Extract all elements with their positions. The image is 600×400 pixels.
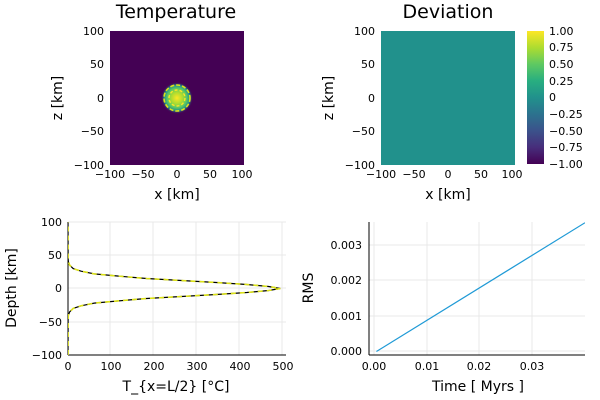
y-tick-label: 100 (354, 25, 375, 38)
x-tick-label: 0.01 (415, 360, 440, 373)
x-tick-label: 300 (187, 360, 208, 373)
panel-b-xlabel: x [km] (425, 187, 470, 203)
panel-d-xticks: 0.00 0.01 0.02 0.03 (362, 360, 545, 373)
colorbar-tick-label: 0.25 (549, 75, 574, 88)
colorbar-tick-label: −0.75 (549, 141, 583, 154)
x-tick-label: 0.00 (362, 360, 387, 373)
x-tick-label: 100 (101, 360, 122, 373)
y-tick-label: −100 (74, 159, 104, 172)
y-tick-label: −50 (39, 316, 62, 329)
panel-d-grid (369, 222, 585, 355)
x-tick-label: 0 (445, 168, 452, 181)
panel-a-xticks: −100 −50 0 50 100 (95, 168, 253, 181)
temperature-anomaly (161, 82, 193, 114)
panel-b-xticks: −100 −50 0 50 100 (366, 168, 523, 181)
panel-c-grid (68, 221, 286, 356)
panel-d-ylabel: RMS (301, 273, 317, 304)
x-tick-label: −100 (366, 168, 396, 181)
panel-rms: 0.00 0.01 0.02 0.03 0.003 0.002 0.001 0.… (301, 222, 585, 395)
x-tick-label: 50 (203, 168, 217, 181)
y-tick-label: 0.003 (331, 239, 363, 252)
x-tick-label: 0.02 (467, 360, 492, 373)
x-tick-label: 400 (230, 360, 251, 373)
x-tick-label: −50 (131, 168, 154, 181)
x-tick-label: −100 (95, 168, 125, 181)
y-tick-label: −50 (81, 125, 104, 138)
y-tick-label: 0 (55, 282, 62, 295)
y-tick-label: 50 (90, 58, 104, 71)
colorbar-tick-label: 1.00 (549, 25, 574, 38)
y-tick-label: 0.000 (331, 345, 363, 358)
panel-a-yticks: 100 50 0 −50 −100 (74, 25, 104, 172)
temperature-contour-outer (163, 84, 191, 112)
panel-a-ylabel: z [km] (50, 76, 66, 120)
colorbar-tick-label: −0.50 (549, 125, 583, 138)
colorbar (527, 31, 544, 164)
y-tick-label: 100 (41, 216, 62, 229)
y-tick-label: −50 (352, 125, 375, 138)
y-tick-label: 0 (368, 92, 375, 105)
panel-a-xlabel: x [km] (154, 187, 199, 203)
panel-b-yticks: 100 50 0 −50 −100 (345, 25, 375, 172)
x-tick-label: 200 (144, 360, 165, 373)
y-tick-label: −100 (345, 159, 375, 172)
colorbar-tick-label: 0.50 (549, 58, 574, 71)
profile-series (68, 222, 281, 355)
y-tick-label: 0.002 (331, 274, 363, 287)
x-tick-label: 0.03 (520, 360, 545, 373)
deviation-field (381, 31, 515, 165)
panel-c-yticks: 100 50 0 −50 −100 (32, 216, 62, 362)
panel-d-axes (368, 222, 585, 356)
panel-a-title: Temperature (115, 1, 236, 23)
y-tick-label: 50 (48, 249, 62, 262)
panel-b-ylabel: z [km] (321, 76, 337, 120)
colorbar-tick-label: 0.75 (549, 41, 574, 54)
temperature-contour-inner (168, 89, 186, 107)
series-line-1 (68, 222, 281, 355)
colorbar-tick-label: −1.00 (549, 158, 583, 171)
x-tick-label: −50 (402, 168, 425, 181)
x-tick-label: 0 (174, 168, 181, 181)
x-tick-label: 100 (232, 168, 253, 181)
y-tick-label: 0 (97, 92, 104, 105)
panel-profile: 0 100 200 300 400 500 100 50 0 −50 −100 … (4, 216, 294, 395)
series-line-0 (376, 222, 585, 353)
panel-d-yticks: 0.003 0.002 0.001 0.000 (331, 239, 363, 358)
colorbar-ticks: 1.00 0.75 0.50 0.25 0 −0.25 −0.50 −0.75 … (549, 25, 583, 171)
colorbar-tick-label: −0.25 (549, 108, 583, 121)
rms-series (376, 222, 585, 353)
panel-deviation: Deviation 1.00 0.75 0.50 0.25 0 −0.25 −0… (321, 1, 583, 203)
panel-c-ylabel: Depth [km] (4, 248, 20, 328)
panel-temperature: Temperature −100 −50 0 50 100 100 50 0 −… (50, 1, 253, 203)
panel-b-title: Deviation (403, 1, 494, 23)
y-tick-label: 0.001 (331, 310, 363, 323)
panel-d-xlabel: Time [ Myrs ] (431, 379, 524, 395)
x-tick-label: 50 (474, 168, 488, 181)
colorbar-tick-label: 0 (549, 91, 556, 104)
y-tick-label: 100 (83, 25, 104, 38)
panel-c-xticks: 0 100 200 300 400 500 (65, 360, 294, 373)
panel-c-xlabel: T_{x=L/2} [°C] (122, 379, 230, 395)
x-tick-label: 100 (502, 168, 523, 181)
y-tick-label: 50 (361, 58, 375, 71)
y-tick-label: −100 (32, 349, 62, 362)
x-tick-label: 500 (273, 360, 294, 373)
x-tick-label: 0 (65, 360, 72, 373)
